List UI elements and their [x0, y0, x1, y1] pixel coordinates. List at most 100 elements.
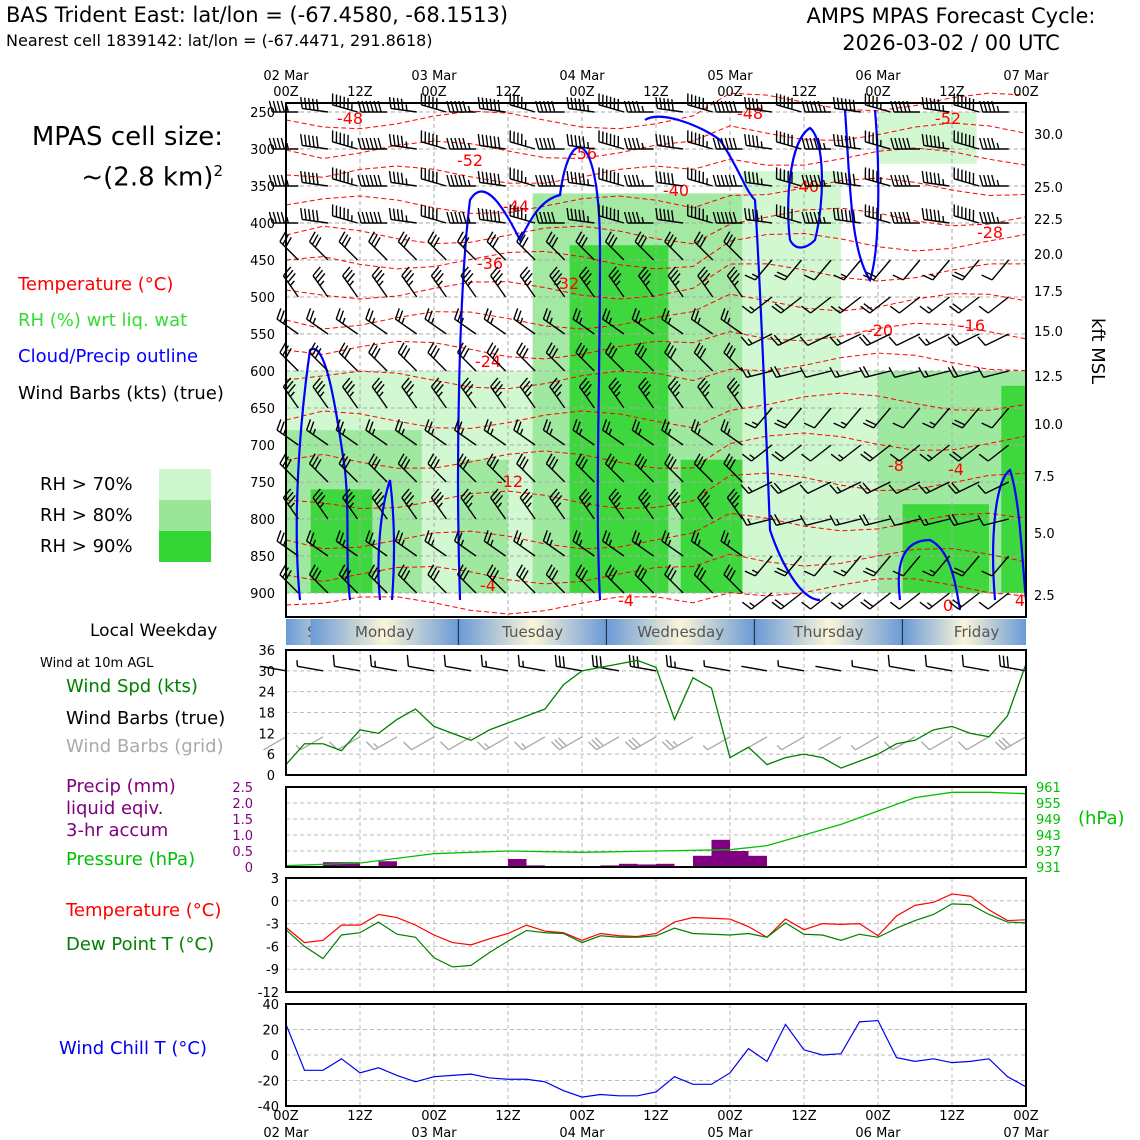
wind-barb-half-feather	[348, 391, 355, 397]
wind-barb-feather	[836, 134, 840, 147]
wind-barb-half-feather	[747, 370, 752, 377]
wind-barb-staff	[568, 181, 595, 187]
wind-barb-half-feather	[638, 539, 642, 546]
wind-barb-feather	[566, 170, 570, 183]
pressure-tick-label: 800	[250, 513, 275, 528]
wind-barb-half-feather	[319, 502, 325, 508]
wind-barb-feather	[433, 380, 442, 391]
wind-barb-staff	[302, 181, 329, 187]
wind-barb-feather	[341, 234, 349, 245]
wind-barb-feather	[493, 99, 497, 111]
wind-barb-feather	[279, 310, 285, 322]
wind-barb-feather	[312, 266, 321, 277]
bottom-time-tick: 12Z	[347, 1109, 373, 1124]
wind-barb-feather	[716, 137, 722, 150]
pressure-tick-label: 250	[250, 106, 275, 121]
wind-barb-feather	[314, 491, 324, 502]
wind-barb-staff	[578, 497, 595, 520]
wind-barb-feather	[524, 273, 533, 283]
wind-barb-half-feather	[556, 280, 562, 286]
wind-barb-feather	[548, 345, 556, 356]
wind-barb-half-feather	[289, 280, 295, 286]
temperature-contour	[285, 177, 1027, 214]
wind-barb-staff	[691, 540, 714, 557]
wind-barb-feather	[338, 453, 346, 464]
wind-barb-half-feather	[519, 428, 524, 435]
wind-barb-feather	[446, 137, 451, 150]
wind-barb-feather	[659, 134, 663, 147]
wind-barb-staff	[430, 386, 447, 409]
wind-barb-staff	[390, 144, 417, 150]
temperature-contour	[285, 352, 1027, 390]
wind-barb-feather	[977, 367, 985, 378]
wind-barb-feather	[803, 570, 815, 577]
wind-barb-staff	[486, 574, 507, 594]
wind-barb-feather	[388, 170, 392, 183]
wind-barb-half-feather	[371, 428, 376, 435]
wind-barb-staff	[810, 296, 832, 314]
wind-barb-staff	[516, 352, 536, 372]
wind-barb-staff	[608, 275, 625, 298]
wind-barb-feather	[456, 342, 464, 353]
wind-barb-half-feather	[615, 391, 621, 397]
wind-barb-feather	[601, 530, 608, 542]
wind-barb-feather	[634, 421, 641, 433]
wind-barb-feather	[272, 211, 278, 224]
wind-barb-staff	[924, 370, 950, 378]
wind-barb-staff	[869, 296, 891, 314]
wind-barb-feather	[773, 482, 783, 493]
wind-barb-feather	[397, 453, 405, 464]
wind-barb-feather	[521, 491, 531, 502]
wind-barb-feather	[361, 174, 366, 187]
wind-barb-feather	[279, 564, 287, 575]
top-date-label: 03 Mar	[411, 69, 457, 84]
wind-barb-half-feather	[835, 518, 841, 525]
wind-panel-header: Wind at 10m AGL	[40, 656, 154, 671]
wind-barb-staff	[843, 555, 862, 577]
wind-barb-staff	[545, 352, 566, 372]
wind-barb-half-feather	[549, 428, 553, 435]
wind-barb-feather	[978, 601, 989, 610]
wind-barb-feather	[282, 377, 292, 388]
wind-barb-feather	[690, 530, 696, 542]
wind-barb-staff	[746, 218, 773, 224]
wind-tick-label: 18	[258, 707, 275, 722]
wind-barb-feather	[361, 211, 366, 224]
wind-barb-feather	[377, 211, 382, 224]
wind-barb-feather	[728, 137, 734, 150]
wind-barb-feather	[546, 421, 552, 433]
wind-barb-half-feather	[838, 602, 844, 608]
wind-barb-feather	[729, 269, 738, 280]
wind-barb-half-feather	[942, 178, 945, 186]
wind-tick-label: 24	[258, 686, 275, 701]
wind-barb-feather	[311, 135, 315, 148]
wind-barb-feather	[551, 380, 560, 391]
wind-barb-feather	[462, 269, 472, 280]
wind-barb-feather	[357, 137, 362, 150]
temperature-contour	[285, 92, 1027, 130]
wind-barb-feather	[799, 336, 809, 346]
wind-barb-staff	[691, 429, 714, 446]
wind-barb-feather	[696, 345, 704, 356]
wind-barb-staff	[421, 141, 447, 150]
wind-barb-staff	[454, 429, 477, 446]
wind-barb-feather	[570, 208, 574, 221]
wind-barb-feather	[486, 342, 494, 353]
wind-barb-staff	[687, 215, 713, 224]
wind-barb-half-feather	[430, 539, 435, 546]
wind-barb-staff	[509, 104, 536, 113]
wind-barb-feather	[661, 419, 667, 431]
pressure-tick-label: 955	[1036, 797, 1061, 812]
wind-barb-feather	[751, 209, 755, 221]
wind-barb-half-feather	[726, 317, 731, 324]
wind-barb-feather	[848, 173, 852, 185]
wind-barb-grid-staff	[855, 736, 879, 751]
wind-barb-feather	[817, 137, 822, 150]
wind-barb-staff	[667, 275, 684, 298]
wind-barb-feather	[723, 532, 729, 544]
wind-barb-feather	[977, 336, 986, 346]
wind-barb-staff	[865, 141, 891, 150]
wind-barb-feather	[486, 231, 494, 242]
wind-barb-half-feather	[437, 391, 443, 397]
wind-barb-half-feather	[578, 317, 583, 324]
